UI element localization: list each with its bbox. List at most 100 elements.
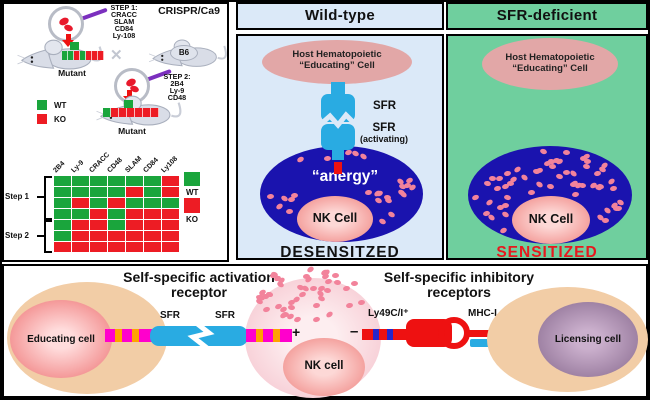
granule-dot <box>357 299 366 306</box>
host-educating-cell: Host Hematopoietic “Educating” Cell <box>262 40 412 84</box>
sfr-receptor-icon <box>320 82 356 174</box>
heatmap-cell <box>72 209 89 219</box>
granule-dot <box>287 304 296 311</box>
host-cell-text: Host Hematopoietic <box>292 49 382 60</box>
granule-dot <box>306 265 316 274</box>
granule-dot <box>342 285 351 293</box>
granule-dot <box>607 177 616 186</box>
host-cell-text: “Educating” Cell <box>299 60 375 71</box>
granule-cloud <box>250 265 366 323</box>
granule-dot <box>562 149 571 155</box>
heatmap-cell <box>90 231 107 241</box>
heatmap-cell <box>126 242 143 252</box>
heatmap-cell <box>54 187 71 197</box>
wt-allele-marker <box>124 100 133 108</box>
cas9-cargo-icon <box>63 23 74 33</box>
granule-dot <box>387 210 397 219</box>
mouse1-genotype-bar <box>62 51 104 60</box>
heatmap-cell <box>144 198 161 208</box>
granule-dot <box>471 193 480 201</box>
heatmap-cell <box>144 187 161 197</box>
heatmap-cell <box>108 242 125 252</box>
granule-dot <box>501 210 510 219</box>
heatmap-wt-swatch <box>184 172 200 186</box>
heatmap-cell <box>108 209 125 219</box>
sfr-activating-label: SFR (activating) <box>346 122 422 144</box>
receptor-comparison-panel: Self-specific activation receptor Self-s… <box>2 264 648 398</box>
granule-dot <box>484 198 494 208</box>
heatmap-column-label: Ly-9 <box>70 159 86 175</box>
granule-dot <box>364 189 372 196</box>
granule-dot <box>499 226 508 235</box>
heatmap-cell <box>108 220 125 230</box>
mouse2-genotype-bar <box>103 108 159 117</box>
step2-label: STEP 2: <box>163 72 191 81</box>
wt-legend-swatch <box>37 100 47 110</box>
heatmap-cell <box>72 231 89 241</box>
heatmap-cell <box>126 176 143 186</box>
granule-dot <box>334 280 342 286</box>
mutant1-label: Mutant <box>58 68 86 78</box>
heatmap-cell <box>54 220 71 230</box>
wild-type-panel: Host Hematopoietic “Educating” Cell “ane… <box>236 34 444 261</box>
nk-cell-nucleus: NK Cell <box>512 196 590 244</box>
granule-dot <box>331 272 340 278</box>
sfr-membrane-bar <box>105 329 152 342</box>
heatmap-cell <box>108 231 125 241</box>
granule-dot <box>534 180 544 189</box>
granule-dot <box>274 202 284 211</box>
nk-cell-body: NK Cell <box>468 146 632 244</box>
educating-cell: Educating cell <box>10 300 112 378</box>
heatmap-cell <box>126 209 143 219</box>
granule-dot <box>483 180 492 187</box>
granule-dot <box>502 203 510 209</box>
heatmap-cell <box>162 220 179 230</box>
licensing-cell: Licensing cell <box>538 302 638 377</box>
heatmap-cell <box>90 220 107 230</box>
heatmap-cell <box>162 198 179 208</box>
heatmap-cell <box>90 209 107 219</box>
wt-allele-marker <box>70 42 79 50</box>
heatmap-wt-label: WT <box>186 188 199 197</box>
sensitized-status: SENSITIZED <box>496 244 598 261</box>
heatmap-column-labels: 2B4 Ly-9 CRACC CD48 SLAM CD84 Ly108 <box>52 142 194 175</box>
plus-sign: + <box>292 324 301 340</box>
step2-bracket-tick <box>37 235 44 237</box>
granule-dot <box>276 280 286 289</box>
granule-dot <box>359 152 368 161</box>
heatmap-column-label: 2B4 <box>52 160 67 175</box>
heatmap-cell <box>144 220 161 230</box>
granule-dot <box>602 217 610 224</box>
desensitized-status: DESENSITZED <box>280 244 400 261</box>
sfr-sfr-receptor-icon <box>150 320 248 350</box>
granule-dot <box>569 169 578 178</box>
panel-title: CRISPR/Ca9 <box>158 5 220 17</box>
sfr-label: SFR <box>372 122 396 134</box>
granule-dot <box>350 280 358 286</box>
heatmap-ko-swatch <box>184 198 200 213</box>
heatmap-cell <box>162 187 179 197</box>
activating-sublabel: (activating) <box>359 134 408 144</box>
heatmap-cell <box>54 242 71 252</box>
wt-legend-label: WT <box>54 101 67 110</box>
mutant2-label: Mutant <box>118 126 146 136</box>
granule-dot <box>312 302 321 309</box>
inhibitory-title-line2: receptors <box>427 284 491 300</box>
granule-dot <box>493 185 502 193</box>
heatmap-cell <box>162 231 179 241</box>
heatmap-cell <box>72 220 89 230</box>
heatmap-cell <box>90 187 107 197</box>
granule-dot <box>296 155 305 164</box>
heatmap-ko-label: KO <box>186 215 198 224</box>
granule-dot <box>287 298 296 306</box>
granule-dot <box>345 302 354 309</box>
step1-bracket <box>44 176 52 220</box>
host-cell-text: Host Hematopoietic <box>505 52 595 63</box>
host-educating-cell: Host Hematopoietic “Educating” Cell <box>482 38 618 90</box>
heatmap-cell <box>108 198 125 208</box>
activation-title-line1: Self-specific activation <box>123 269 275 285</box>
cross-breeding-icon: ✕ <box>110 47 123 64</box>
heatmap-cell <box>126 187 143 197</box>
granule-dot <box>266 193 274 200</box>
